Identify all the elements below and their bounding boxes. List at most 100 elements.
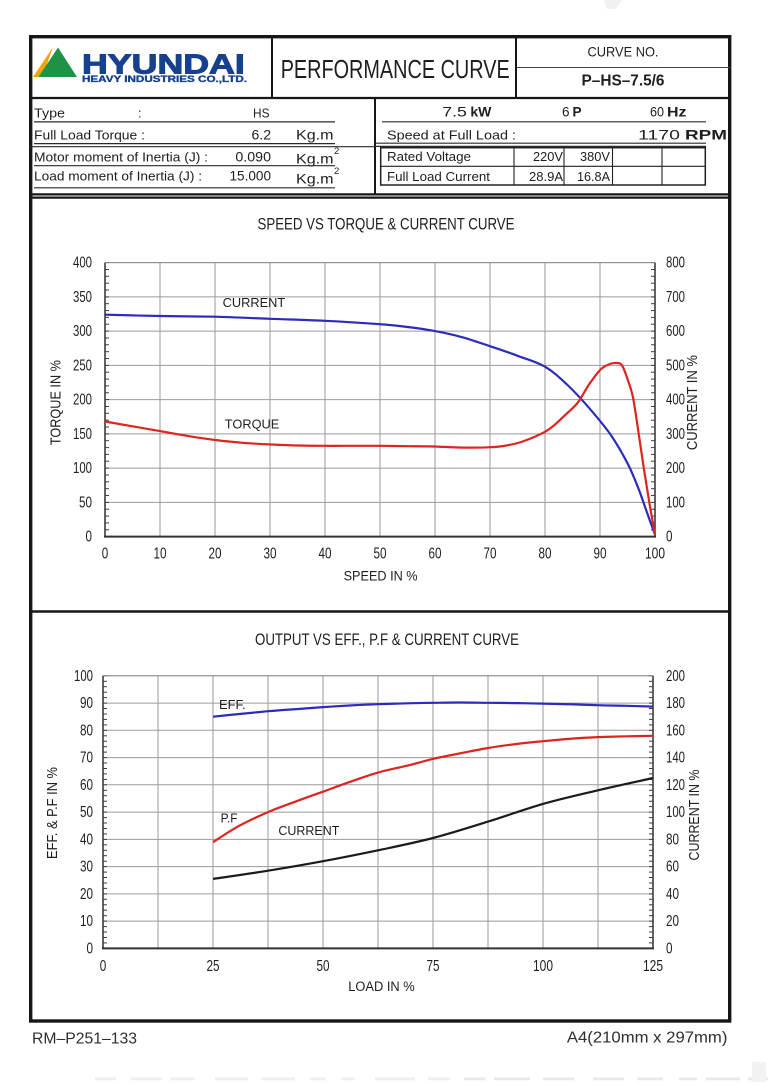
svg-text:60: 60 [429, 546, 442, 563]
svg-text:Full Load Torque :: Full Load Torque : [34, 128, 145, 143]
svg-text:16.8A: 16.8A [577, 169, 610, 184]
svg-text:0.090: 0.090 [235, 149, 271, 164]
svg-text:Kg.m: Kg.m [296, 151, 334, 166]
svg-text:40: 40 [80, 831, 93, 848]
svg-text:40: 40 [319, 546, 332, 563]
svg-text:20: 20 [80, 886, 93, 903]
svg-text:60: 60 [666, 859, 679, 876]
svg-text:100: 100 [666, 804, 685, 821]
svg-text:50: 50 [80, 804, 93, 821]
svg-text:0: 0 [666, 529, 673, 546]
svg-text:75: 75 [427, 958, 440, 975]
svg-text:SPEED VS TORQUE & CURRENT CURV: SPEED VS TORQUE & CURRENT CURVE [258, 215, 515, 234]
svg-text:80: 80 [539, 546, 552, 563]
svg-text:380V: 380V [580, 149, 610, 164]
svg-text:LOAD IN %: LOAD IN % [348, 979, 415, 994]
svg-text:10: 10 [154, 546, 167, 563]
svg-text:P.F: P.F [221, 812, 238, 826]
svg-text:Kg.m: Kg.m [296, 171, 334, 186]
svg-text:0: 0 [86, 529, 93, 546]
svg-text:Load moment of Inertia (J) :: Load moment of Inertia (J) : [34, 169, 202, 184]
svg-text:160: 160 [666, 722, 685, 739]
svg-text:100: 100 [73, 460, 92, 477]
svg-text:60: 60 [650, 105, 664, 120]
svg-text:120: 120 [666, 777, 685, 794]
svg-text:0: 0 [87, 940, 94, 957]
svg-text:90: 90 [594, 546, 607, 563]
svg-text:70: 70 [484, 546, 497, 563]
svg-text:0: 0 [102, 546, 109, 563]
svg-text:RM–P251–133: RM–P251–133 [32, 1031, 137, 1048]
svg-text:600: 600 [666, 323, 685, 340]
svg-text:125: 125 [643, 958, 663, 975]
svg-text:220V: 220V [533, 149, 563, 164]
svg-text:6.2: 6.2 [252, 128, 272, 143]
svg-text:P–HS–7.5/6: P–HS–7.5/6 [582, 73, 665, 90]
svg-text:A4(210mm x 297mm): A4(210mm x 297mm) [567, 1030, 728, 1047]
svg-text:60: 60 [80, 777, 93, 794]
svg-text:100: 100 [666, 494, 685, 511]
svg-text:800: 800 [666, 255, 685, 272]
svg-text:300: 300 [666, 426, 685, 443]
svg-text:200: 200 [73, 392, 92, 409]
svg-text:10: 10 [80, 913, 93, 930]
svg-text:Kg.m: Kg.m [296, 128, 334, 143]
svg-text:140: 140 [666, 750, 685, 767]
svg-text:30: 30 [264, 546, 277, 563]
svg-text:300: 300 [73, 323, 92, 340]
svg-text:Full Load Current: Full Load Current [387, 169, 490, 184]
svg-text:200: 200 [666, 460, 685, 477]
svg-text:100: 100 [533, 958, 553, 975]
svg-text:80: 80 [80, 722, 93, 739]
svg-text:25: 25 [207, 958, 220, 975]
svg-text:HEAVY INDUSTRIES CO.,LTD.: HEAVY INDUSTRIES CO.,LTD. [82, 74, 247, 84]
svg-text:EFF.: EFF. [219, 698, 246, 712]
svg-text:90: 90 [80, 695, 93, 712]
svg-text:6: 6 [562, 105, 570, 120]
svg-text:15.000: 15.000 [230, 169, 272, 184]
svg-text:CURRENT: CURRENT [223, 296, 286, 310]
svg-text:40: 40 [666, 886, 679, 903]
svg-text:CURRENT IN %: CURRENT IN % [686, 770, 703, 861]
svg-text:Speed at Full Load :: Speed at Full Load : [387, 128, 516, 143]
svg-text:0: 0 [666, 940, 673, 957]
svg-text:7.5: 7.5 [442, 105, 467, 120]
svg-text:0: 0 [100, 958, 107, 975]
svg-text:250: 250 [73, 357, 92, 374]
svg-text:P: P [573, 105, 582, 120]
svg-text:180: 180 [666, 695, 685, 712]
svg-text:30: 30 [80, 859, 93, 876]
svg-text:Type: Type [34, 106, 65, 121]
svg-text:2: 2 [334, 146, 339, 157]
svg-text:TORQUE IN %: TORQUE IN % [48, 360, 65, 445]
svg-text:SPEED IN %: SPEED IN % [344, 569, 418, 584]
svg-text:200: 200 [666, 668, 685, 685]
svg-text:400: 400 [666, 392, 685, 409]
svg-text:20: 20 [666, 913, 679, 930]
svg-text:RPM: RPM [685, 127, 727, 143]
svg-text:Motor moment of Inertia (J) :: Motor moment of Inertia (J) : [34, 149, 208, 164]
svg-text:350: 350 [73, 289, 92, 306]
svg-text:50: 50 [79, 494, 92, 511]
svg-text:OUTPUT VS EFF., P.F & CURRENT: OUTPUT VS EFF., P.F & CURRENT CURVE [255, 630, 519, 649]
svg-text:Hz: Hz [667, 105, 687, 120]
svg-text:50: 50 [374, 546, 387, 563]
svg-text:HYUNDAI: HYUNDAI [82, 48, 245, 79]
svg-text:EFF. & P.F IN %: EFF. & P.F IN % [44, 767, 61, 859]
svg-text:100: 100 [74, 668, 93, 685]
svg-text:HS: HS [253, 106, 270, 121]
svg-text:CURRENT IN %: CURRENT IN % [684, 355, 701, 450]
svg-text:CURRENT: CURRENT [278, 824, 339, 838]
svg-text:150: 150 [73, 426, 92, 443]
svg-text:TORQUE: TORQUE [225, 417, 280, 431]
svg-text:700: 700 [666, 289, 685, 306]
svg-text:100: 100 [645, 546, 665, 563]
svg-text:kW: kW [470, 105, 491, 120]
svg-text:28.9A: 28.9A [529, 169, 563, 184]
svg-text:400: 400 [73, 255, 92, 272]
svg-text:CURVE NO.: CURVE NO. [588, 44, 659, 60]
svg-text:Rated Voltage: Rated Voltage [387, 149, 471, 164]
svg-text:500: 500 [666, 357, 685, 374]
svg-text:80: 80 [666, 831, 679, 848]
svg-text:70: 70 [80, 750, 93, 767]
